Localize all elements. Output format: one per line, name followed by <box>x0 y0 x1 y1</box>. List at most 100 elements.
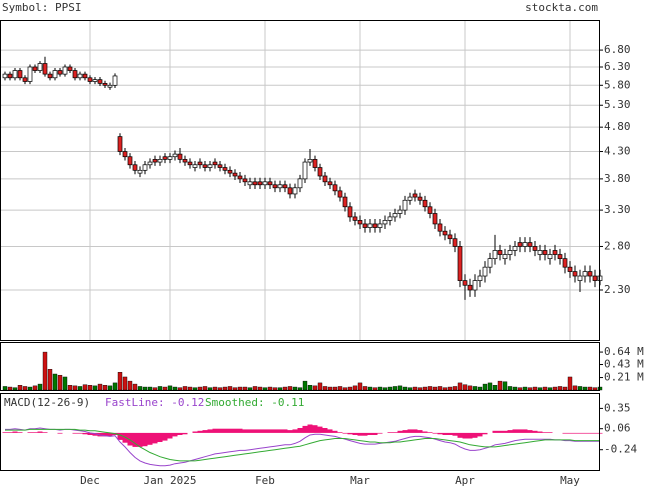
volume-bar <box>357 382 363 391</box>
candle-body <box>502 254 508 260</box>
candle-body <box>592 275 598 281</box>
volume-bar <box>182 386 188 391</box>
histogram-bar <box>472 432 478 438</box>
histogram-bar <box>492 430 498 433</box>
volume-bar <box>537 387 543 391</box>
candle-body <box>572 271 578 277</box>
candle-body <box>567 266 573 272</box>
histogram-bar <box>507 430 513 433</box>
histogram-bar <box>457 432 463 438</box>
candle-body <box>112 75 118 86</box>
candle-body <box>442 230 448 236</box>
candle-body <box>2 73 8 79</box>
candle-body <box>177 153 183 160</box>
histogram-bar <box>37 431 43 433</box>
histogram-bar <box>192 431 198 433</box>
histogram-bar <box>207 429 213 433</box>
histogram-bar <box>387 432 393 433</box>
volume-bar <box>177 387 183 391</box>
candle-body <box>192 164 198 168</box>
histogram-bar <box>77 432 83 434</box>
candle-body <box>242 178 248 183</box>
histogram-bar <box>232 428 238 433</box>
volume-bar <box>392 386 398 391</box>
volume-bar <box>237 386 243 391</box>
candle-body <box>187 161 193 166</box>
candle-body <box>52 70 58 79</box>
volume-bar <box>487 382 493 391</box>
histogram-bar <box>82 432 88 435</box>
candle-body <box>427 206 433 214</box>
volume-bar <box>382 387 388 391</box>
histogram-bar <box>537 431 543 433</box>
volume-bar <box>252 386 258 391</box>
volume-bar <box>7 386 13 391</box>
volume-bar <box>342 387 348 391</box>
histogram-bar <box>447 432 453 435</box>
volume-bar <box>282 386 288 391</box>
candle-body <box>102 83 108 86</box>
volume-bar <box>107 385 113 391</box>
candle-body <box>507 250 513 255</box>
y-tick-label: 0.06 <box>604 422 631 435</box>
histogram-bar <box>402 430 408 433</box>
y-tick-label: 0.64 M <box>604 345 644 358</box>
histogram-bar <box>127 432 133 446</box>
y-tick-label: 5.80 <box>604 78 631 91</box>
candle-body <box>227 169 233 174</box>
histogram-bar <box>407 429 413 433</box>
x-tick-label: May <box>560 474 580 486</box>
volume-bar <box>367 386 373 391</box>
histogram-bar <box>442 432 448 435</box>
volume-bar <box>92 385 98 391</box>
histogram-bar <box>437 432 443 435</box>
histogram-bar <box>287 430 293 433</box>
volume-bar <box>347 386 353 391</box>
candle-body <box>407 196 413 201</box>
histogram-bar <box>352 432 358 435</box>
volume-bar <box>102 385 108 391</box>
candle-body <box>162 156 168 160</box>
histogram-bar <box>147 432 153 445</box>
histogram-bar <box>337 432 343 433</box>
histogram-bar <box>222 428 228 433</box>
histogram-bar <box>362 432 368 436</box>
histogram-bar <box>27 432 33 433</box>
candle-body <box>257 181 263 186</box>
volume-bar <box>122 376 128 391</box>
histogram-bar <box>372 432 378 435</box>
histogram-bar <box>152 432 158 444</box>
volume-bar <box>127 380 133 391</box>
volume-bar <box>477 386 483 391</box>
volume-bar <box>542 386 548 391</box>
y-tick-label: 0.21 M <box>604 371 644 384</box>
volume-bar <box>157 386 163 391</box>
volume-bar <box>217 387 223 391</box>
histogram-bar <box>102 432 108 437</box>
volume-bar <box>257 386 263 391</box>
histogram-bar <box>202 430 208 433</box>
histogram-bar <box>92 432 98 436</box>
candle-body <box>497 250 503 255</box>
volume-bar <box>332 386 338 391</box>
volume-bar <box>442 387 448 391</box>
candle-body <box>362 223 368 228</box>
y-tick-label: 3.30 <box>604 203 631 216</box>
volume-bar <box>162 386 168 391</box>
candle-body <box>357 220 363 225</box>
volume-bar <box>47 369 53 391</box>
histogram-bar <box>427 432 433 433</box>
histogram-bar <box>72 432 78 434</box>
histogram-bar <box>162 432 168 441</box>
histogram-bar <box>217 428 223 433</box>
volume-bar <box>472 386 478 391</box>
volume-bar <box>227 386 233 391</box>
candle-body <box>57 70 63 75</box>
histogram-bar <box>562 432 568 434</box>
volume-bar <box>117 372 123 391</box>
volume-bar <box>592 387 598 391</box>
histogram-bar <box>32 432 38 433</box>
candle-body <box>202 164 208 168</box>
volume-bar <box>507 386 513 391</box>
